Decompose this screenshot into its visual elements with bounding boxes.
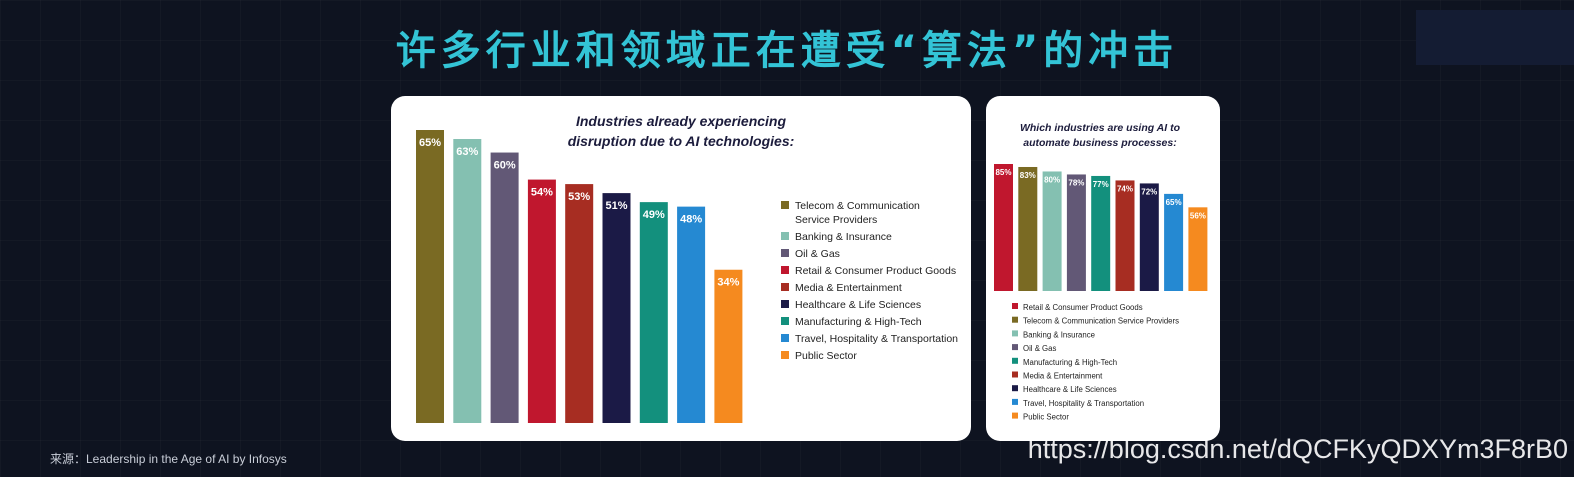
legend-swatch (781, 300, 789, 308)
legend-label: Travel, Hospitality & Transportation (795, 333, 958, 345)
legend-label: Oil & Gas (795, 248, 840, 260)
chart-title-line: Industries already experiencing (576, 113, 787, 129)
bar-value-label: 53% (568, 191, 590, 203)
bar (1091, 175, 1111, 291)
bar-value-label: 65% (419, 137, 441, 149)
legend-label: Media & Entertainment (795, 282, 902, 294)
bar (1115, 180, 1135, 291)
bar (1139, 183, 1159, 291)
bar-value-label: 51% (605, 200, 627, 212)
legend-label: Oil & Gas (1023, 344, 1056, 353)
legend-label: Travel, Hospitality & Transportation (1023, 399, 1144, 408)
bar (1188, 207, 1208, 291)
bar-value-label: 60% (494, 160, 516, 172)
legend-swatch (1012, 344, 1018, 351)
chart-card-disruption: Industries already experiencing disruptio… (391, 96, 971, 441)
bar (714, 269, 743, 423)
bar-value-label: 85% (995, 168, 1011, 177)
bar (1164, 193, 1184, 291)
legend-label: Manufacturing & High-Tech (795, 316, 922, 328)
bar-value-label: 49% (643, 209, 665, 221)
bar (677, 206, 706, 423)
legend-swatch (1012, 412, 1018, 419)
legend-label: Telecom & Communication (795, 200, 920, 212)
legend-swatch (781, 232, 789, 240)
bar (453, 139, 482, 423)
legend-swatch (781, 249, 789, 257)
bar (994, 164, 1013, 291)
bar (565, 184, 594, 423)
legend-swatch (1012, 385, 1018, 392)
legend-swatch (781, 317, 789, 325)
bar (1018, 166, 1038, 291)
legend-label: Banking & Insurance (1023, 330, 1095, 339)
legend-swatch (1012, 330, 1018, 337)
bar-value-label: 83% (1020, 171, 1036, 180)
legend-swatch (781, 351, 789, 359)
legend-label: Healthcare & Life Sciences (1023, 385, 1117, 394)
legend-swatch (781, 334, 789, 342)
legend-label: Healthcare & Life Sciences (795, 299, 921, 311)
legend-swatch (1012, 316, 1018, 323)
bar-value-label: 80% (1044, 175, 1060, 184)
legend-label: Retail & Consumer Product Goods (1023, 303, 1143, 312)
legend-label: Public Sector (1023, 413, 1069, 422)
bar-value-label: 65% (1166, 198, 1182, 207)
legend-swatch (781, 283, 789, 291)
corner-decoration (1416, 10, 1574, 65)
bar-value-label: 63% (456, 146, 478, 158)
bar-value-label: 56% (1190, 211, 1206, 220)
bar-value-label: 78% (1068, 178, 1084, 187)
legend-label: Service Providers (795, 214, 877, 226)
legend-swatch (1012, 371, 1018, 378)
chart-disruption: Industries already experiencing disruptio… (416, 113, 958, 423)
legend-swatch (1012, 303, 1018, 309)
bar (416, 130, 444, 423)
legend-label: Telecom & Communication Service Provider… (1023, 317, 1179, 326)
chart-title-line: disruption due to AI technologies: (568, 133, 795, 149)
legend-label: Retail & Consumer Product Goods (795, 265, 956, 277)
source-note: 来源：Leadership in the Age of AI by Infosy… (50, 452, 287, 466)
legend-label: Media & Entertainment (1023, 372, 1103, 381)
watermark-url: https://blog.csdn.net/dQCFKyQDXYm3F8rB0 (1027, 434, 1568, 464)
bar-value-label: 77% (1093, 180, 1109, 189)
chart-card-automation: Which industries are using AI to automate… (986, 96, 1220, 441)
legend-label: Manufacturing & High-Tech (1023, 358, 1117, 367)
legend-swatch (781, 201, 789, 209)
bar-value-label: 54% (531, 187, 553, 199)
bar (1042, 171, 1062, 291)
chart-title-line: automate business processes: (1023, 137, 1176, 149)
chart-title-line: Which industries are using AI to (1020, 122, 1181, 134)
chart-automation: Which industries are using AI to automate… (994, 122, 1208, 422)
bar-value-label: 48% (680, 214, 702, 226)
legend-swatch (1012, 357, 1018, 364)
bar (639, 202, 668, 423)
bar-value-label: 74% (1117, 184, 1133, 193)
legend-label: Banking & Insurance (795, 231, 892, 243)
bar-value-label: 72% (1141, 187, 1157, 196)
bar (1066, 174, 1086, 291)
bar (490, 152, 519, 423)
legend-swatch (1012, 398, 1018, 405)
bar-value-label: 34% (717, 277, 739, 289)
bar (602, 193, 631, 423)
bar (527, 179, 556, 423)
legend-swatch (781, 266, 789, 274)
page-title: 许多行业和领域正在遭受“算法”的冲击 (395, 28, 1179, 74)
legend-label: Public Sector (795, 350, 857, 362)
